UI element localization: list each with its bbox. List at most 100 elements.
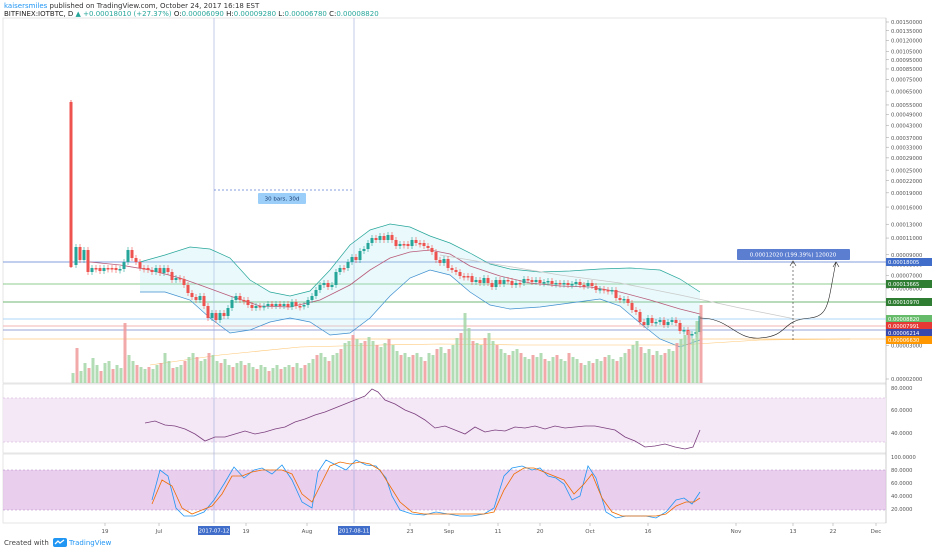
candle bbox=[362, 249, 366, 251]
tradingview-link[interactable]: TradingView bbox=[69, 539, 112, 547]
volume-bar bbox=[667, 349, 671, 383]
volume-bar bbox=[83, 363, 87, 383]
volume-bar bbox=[135, 365, 139, 383]
volume-bar bbox=[111, 369, 115, 383]
volume-bar bbox=[239, 361, 243, 383]
price-tick-label: 0.00033000 bbox=[891, 145, 922, 151]
price-tag bbox=[886, 258, 932, 266]
candle bbox=[118, 269, 122, 271]
volume-bar bbox=[515, 349, 519, 383]
volume-bar bbox=[643, 353, 647, 383]
price-tick-label: 0.00037000 bbox=[891, 136, 922, 142]
candle bbox=[402, 244, 406, 246]
candle bbox=[130, 250, 134, 258]
volume-bar bbox=[639, 347, 643, 383]
candle bbox=[338, 268, 342, 272]
candle bbox=[226, 308, 230, 316]
volume-bar bbox=[203, 359, 207, 383]
volume-bar bbox=[227, 365, 231, 383]
volume-bar bbox=[343, 343, 347, 383]
candle bbox=[346, 262, 350, 268]
time-tick-label: 11 bbox=[495, 529, 502, 535]
time-tick-label: 16 bbox=[645, 529, 652, 535]
volume-bar bbox=[371, 341, 375, 383]
volume-bar bbox=[199, 361, 203, 383]
candle bbox=[154, 268, 158, 272]
price-tick-label: 0.00065000 bbox=[891, 89, 922, 95]
volume-bar bbox=[311, 359, 315, 383]
candle bbox=[182, 279, 186, 285]
candle bbox=[202, 296, 206, 306]
time-tick-label: Dec bbox=[871, 529, 882, 535]
volume-bar bbox=[219, 363, 223, 383]
candle bbox=[94, 268, 98, 270]
price-tag bbox=[886, 298, 932, 306]
volume-bar bbox=[255, 369, 259, 383]
volume-bar bbox=[671, 351, 675, 383]
volume-bar bbox=[555, 355, 559, 383]
volume-bar bbox=[383, 343, 387, 383]
candle bbox=[558, 283, 562, 285]
volume-bar bbox=[659, 355, 663, 383]
volume-bar bbox=[567, 353, 571, 383]
candle bbox=[590, 283, 594, 286]
volume-bar bbox=[587, 361, 591, 383]
volume-bar bbox=[403, 353, 407, 383]
candle bbox=[534, 280, 538, 282]
volume-bar bbox=[307, 363, 311, 383]
volume-moving-average bbox=[149, 338, 851, 366]
candle bbox=[654, 322, 658, 324]
volume-bar bbox=[355, 339, 359, 383]
price-tick-label: 0.00025000 bbox=[891, 168, 922, 174]
time-tick-label: 20 bbox=[537, 529, 544, 535]
volume-bar bbox=[299, 368, 303, 383]
volume-bar bbox=[647, 349, 651, 383]
candle bbox=[678, 323, 682, 331]
volume-bar bbox=[679, 339, 683, 383]
date-highlight bbox=[198, 526, 230, 535]
volume-bar bbox=[559, 359, 563, 383]
volume-bar bbox=[263, 367, 267, 383]
candle bbox=[198, 296, 202, 300]
volume-bar bbox=[579, 363, 583, 383]
volume-bar bbox=[339, 349, 343, 383]
candle bbox=[374, 238, 378, 240]
candle bbox=[326, 283, 330, 287]
volume-bar bbox=[115, 365, 119, 383]
candle bbox=[106, 268, 110, 270]
price-tag-label: 0.00006630 bbox=[888, 338, 919, 344]
price-tick-label: 0.00085000 bbox=[891, 67, 922, 73]
volume-bar bbox=[699, 305, 703, 383]
volume-bar bbox=[127, 355, 131, 383]
candle bbox=[334, 272, 338, 285]
volume-bar bbox=[583, 365, 587, 383]
volume-bar bbox=[87, 368, 91, 383]
volume-bar bbox=[291, 367, 295, 383]
candle bbox=[466, 276, 470, 278]
candle bbox=[470, 276, 474, 282]
candle bbox=[430, 248, 434, 252]
stoch-k-line bbox=[151, 459, 701, 519]
close-label: C: bbox=[329, 10, 337, 18]
volume-bar bbox=[491, 341, 495, 383]
candle bbox=[122, 262, 126, 269]
volume-bar bbox=[463, 313, 467, 383]
time-tick-label: 19 bbox=[102, 529, 109, 535]
volume-bar bbox=[399, 355, 403, 383]
volume-bar bbox=[279, 369, 283, 383]
candle bbox=[474, 280, 478, 282]
price-tag-label: 0.00008820 bbox=[888, 317, 919, 323]
candle bbox=[282, 304, 286, 306]
volume-bar bbox=[547, 361, 551, 383]
candle bbox=[318, 285, 322, 290]
candle bbox=[638, 312, 642, 322]
candle bbox=[634, 310, 638, 312]
candle bbox=[206, 306, 210, 318]
author-link[interactable]: kaisersmiles bbox=[4, 2, 48, 10]
volume-bar bbox=[231, 367, 235, 383]
time-tick-label: Sep bbox=[444, 529, 455, 535]
volume-bar bbox=[683, 335, 687, 383]
ohlc-legend: BITFINEX:IOTBTC, D ▲ +0.00018010 (+27.37… bbox=[4, 10, 379, 18]
volume-bar bbox=[171, 368, 175, 383]
